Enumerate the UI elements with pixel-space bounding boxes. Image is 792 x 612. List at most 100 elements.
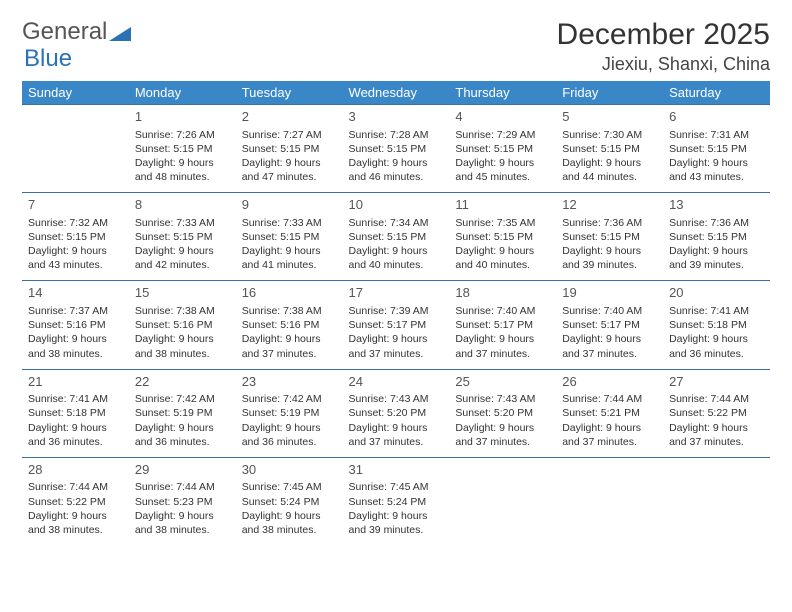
calendar-table: Sunday Monday Tuesday Wednesday Thursday… — [22, 81, 770, 545]
calendar-cell: 10 Sunrise: 7:34 AMSunset: 5:15 PMDayligh… — [343, 193, 450, 281]
sunrise-text: Sunrise: 7:44 AM — [135, 480, 230, 494]
sunset-text: Sunset: 5:16 PM — [242, 318, 337, 332]
daylight-text: Daylight: 9 hours and 42 minutes. — [135, 244, 230, 272]
sunrise-text: Sunrise: 7:45 AM — [349, 480, 444, 494]
calendar-cell — [22, 105, 129, 193]
sunrise-text: Sunrise: 7:33 AM — [135, 216, 230, 230]
calendar-cell — [449, 457, 556, 545]
day-number: 18 — [455, 284, 550, 302]
sunrise-text: Sunrise: 7:43 AM — [455, 392, 550, 406]
day-header: Sunday — [22, 81, 129, 105]
day-number: 27 — [669, 373, 764, 391]
sunrise-text: Sunrise: 7:38 AM — [242, 304, 337, 318]
day-number: 10 — [349, 196, 444, 214]
day-number: 20 — [669, 284, 764, 302]
calendar-cell: 25Sunrise: 7:43 AMSunset: 5:20 PMDayligh… — [449, 369, 556, 457]
sunset-text: Sunset: 5:15 PM — [455, 142, 550, 156]
sunrise-text: Sunrise: 7:39 AM — [349, 304, 444, 318]
daylight-text: Daylight: 9 hours and 39 minutes. — [669, 244, 764, 272]
daylight-text: Daylight: 9 hours and 39 minutes. — [562, 244, 657, 272]
sunset-text: Sunset: 5:18 PM — [669, 318, 764, 332]
sunrise-text: Sunrise: 7:38 AM — [135, 304, 230, 318]
day-header: Monday — [129, 81, 236, 105]
day-number: 4 — [455, 108, 550, 126]
day-number: 30 — [242, 461, 337, 479]
daylight-text: Daylight: 9 hours and 38 minutes. — [242, 509, 337, 537]
sunrise-text: Sunrise: 7:42 AM — [242, 392, 337, 406]
calendar-head: Sunday Monday Tuesday Wednesday Thursday… — [22, 81, 770, 105]
calendar-cell: 27Sunrise: 7:44 AMSunset: 5:22 PMDayligh… — [663, 369, 770, 457]
sunrise-text: Sunrise: 7:29 AM — [455, 128, 550, 142]
calendar-cell: 2Sunrise: 7:27 AMSunset: 5:15 PMDaylight… — [236, 105, 343, 193]
sunset-text: Sunset: 5:15 PM — [669, 142, 764, 156]
day-header: Friday — [556, 81, 663, 105]
sunrise-text: Sunrise: 7:28 AM — [349, 128, 444, 142]
sunrise-text: Sunrise: 7:42 AM — [135, 392, 230, 406]
calendar-cell: 30Sunrise: 7:45 AMSunset: 5:24 PMDayligh… — [236, 457, 343, 545]
calendar-cell: 9Sunrise: 7:33 AMSunset: 5:15 PMDaylight… — [236, 193, 343, 281]
sunrise-text: Sunrise: 7:40 AM — [455, 304, 550, 318]
calendar-cell: 15Sunrise: 7:38 AMSunset: 5:16 PMDayligh… — [129, 281, 236, 369]
sunset-text: Sunset: 5:16 PM — [135, 318, 230, 332]
daylight-text: Daylight: 9 hours and 44 minutes. — [562, 156, 657, 184]
daylight-text: Daylight: 9 hours and 37 minutes. — [562, 332, 657, 360]
daylight-text: Daylight: 9 hours and 37 minutes. — [455, 332, 550, 360]
day-number: 28 — [28, 461, 123, 479]
sunrise-text: Sunrise: 7:37 AM — [28, 304, 123, 318]
header: General December 2025 Jiexiu, Shanxi, Ch… — [22, 18, 770, 75]
sunset-text: Sunset: 5:15 PM — [349, 230, 444, 244]
sunset-text: Sunset: 5:15 PM — [455, 230, 550, 244]
sunset-text: Sunset: 5:18 PM — [28, 406, 123, 420]
sunrise-text: Sunrise: 7:35 AM — [455, 216, 550, 230]
day-number: 21 — [28, 373, 123, 391]
calendar-cell: 29Sunrise: 7:44 AMSunset: 5:23 PMDayligh… — [129, 457, 236, 545]
day-number: 1 — [135, 108, 230, 126]
daylight-text: Daylight: 9 hours and 38 minutes. — [28, 509, 123, 537]
sunset-text: Sunset: 5:16 PM — [28, 318, 123, 332]
title-block: December 2025 Jiexiu, Shanxi, China — [557, 18, 770, 75]
sunrise-text: Sunrise: 7:34 AM — [349, 216, 444, 230]
calendar-cell: 16Sunrise: 7:38 AMSunset: 5:16 PMDayligh… — [236, 281, 343, 369]
sunrise-text: Sunrise: 7:33 AM — [242, 216, 337, 230]
calendar-row: 28Sunrise: 7:44 AMSunset: 5:22 PMDayligh… — [22, 457, 770, 545]
day-number: 22 — [135, 373, 230, 391]
sunset-text: Sunset: 5:22 PM — [28, 495, 123, 509]
calendar-cell — [556, 457, 663, 545]
calendar-cell: 4Sunrise: 7:29 AMSunset: 5:15 PMDaylight… — [449, 105, 556, 193]
daylight-text: Daylight: 9 hours and 37 minutes. — [349, 332, 444, 360]
sunrise-text: Sunrise: 7:44 AM — [28, 480, 123, 494]
sunrise-text: Sunrise: 7:32 AM — [28, 216, 123, 230]
calendar-row: 21Sunrise: 7:41 AMSunset: 5:18 PMDayligh… — [22, 369, 770, 457]
daylight-text: Daylight: 9 hours and 40 minutes. — [349, 244, 444, 272]
sunset-text: Sunset: 5:15 PM — [242, 230, 337, 244]
day-number: 26 — [562, 373, 657, 391]
calendar-row: 7Sunrise: 7:32 AMSunset: 5:15 PMDaylight… — [22, 193, 770, 281]
calendar-page: General December 2025 Jiexiu, Shanxi, Ch… — [0, 0, 792, 563]
daylight-text: Daylight: 9 hours and 37 minutes. — [669, 421, 764, 449]
day-number: 13 — [669, 196, 764, 214]
sunset-text: Sunset: 5:15 PM — [562, 230, 657, 244]
sunset-text: Sunset: 5:15 PM — [135, 230, 230, 244]
day-number: 25 — [455, 373, 550, 391]
daylight-text: Daylight: 9 hours and 48 minutes. — [135, 156, 230, 184]
day-number: 29 — [135, 461, 230, 479]
day-number: 16 — [242, 284, 337, 302]
calendar-cell: 6Sunrise: 7:31 AMSunset: 5:15 PMDaylight… — [663, 105, 770, 193]
calendar-cell: 11Sunrise: 7:35 AMSunset: 5:15 PMDayligh… — [449, 193, 556, 281]
daylight-text: Daylight: 9 hours and 38 minutes. — [28, 332, 123, 360]
sunrise-text: Sunrise: 7:40 AM — [562, 304, 657, 318]
day-number: 5 — [562, 108, 657, 126]
sunset-text: Sunset: 5:15 PM — [135, 142, 230, 156]
day-number: 17 — [349, 284, 444, 302]
daylight-text: Daylight: 9 hours and 47 minutes. — [242, 156, 337, 184]
sunset-text: Sunset: 5:21 PM — [562, 406, 657, 420]
calendar-cell: 24Sunrise: 7:43 AMSunset: 5:20 PMDayligh… — [343, 369, 450, 457]
calendar-body: 1Sunrise: 7:26 AMSunset: 5:15 PMDaylight… — [22, 105, 770, 546]
day-number: 9 — [242, 196, 337, 214]
sunrise-text: Sunrise: 7:30 AM — [562, 128, 657, 142]
logo: General — [22, 18, 131, 46]
calendar-cell: 26Sunrise: 7:44 AMSunset: 5:21 PMDayligh… — [556, 369, 663, 457]
sunset-text: Sunset: 5:17 PM — [349, 318, 444, 332]
daylight-text: Daylight: 9 hours and 40 minutes. — [455, 244, 550, 272]
sunset-text: Sunset: 5:17 PM — [455, 318, 550, 332]
